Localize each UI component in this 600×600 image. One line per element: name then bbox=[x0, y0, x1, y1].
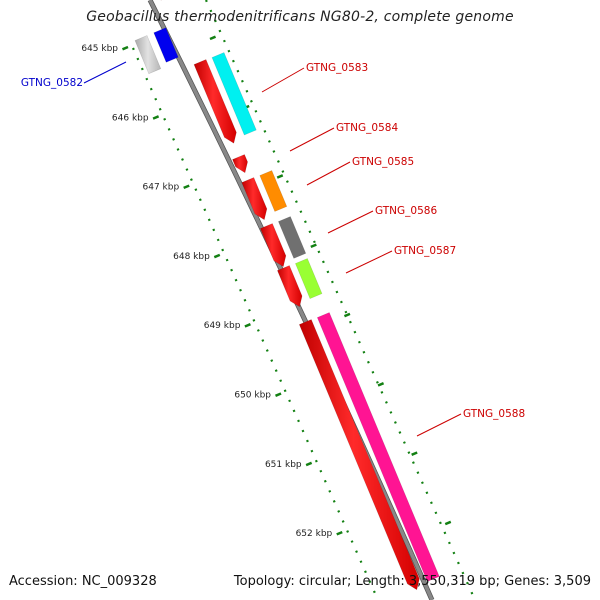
major-tick bbox=[152, 115, 160, 120]
gene-label: GTNG_0587 bbox=[394, 245, 456, 257]
cog-GTNG_0583 bbox=[211, 52, 257, 136]
tick-label: 646 kbp bbox=[112, 113, 149, 123]
cog-GTNG_0588 bbox=[316, 312, 440, 582]
gene-label: GTNG_0585 bbox=[352, 156, 414, 168]
tick-label: 652 kbp bbox=[296, 529, 333, 539]
tick-label: 648 kbp bbox=[173, 252, 210, 262]
map-title: Geobacillus thermodenitrificans NG80-2, … bbox=[86, 9, 514, 25]
cds-GTNG_0588 bbox=[298, 319, 420, 591]
gene-label: GTNG_0583 bbox=[306, 62, 368, 74]
major-tick bbox=[244, 323, 251, 328]
cds-GTNG_0586 bbox=[260, 223, 287, 268]
cog-GTNG_0582 bbox=[153, 27, 179, 63]
major-tick bbox=[305, 461, 313, 467]
cds-GTNG_0585 bbox=[241, 177, 268, 221]
tick-label: 651 kbp bbox=[265, 460, 302, 470]
tick-label: 649 kbp bbox=[204, 321, 241, 331]
cds-GTNG_0582 bbox=[134, 35, 162, 75]
label-leader-line bbox=[416, 413, 462, 437]
cog-GTNG_0587 bbox=[295, 258, 323, 299]
outer-major-tick bbox=[343, 312, 351, 318]
outer-major-tick bbox=[276, 174, 284, 179]
cds-GTNG_0583 bbox=[193, 59, 237, 144]
label-leader-line bbox=[261, 67, 305, 93]
inner-tick-ring bbox=[131, 47, 380, 600]
major-tick bbox=[213, 253, 221, 259]
major-tick bbox=[336, 530, 343, 536]
outer-major-tick bbox=[377, 382, 385, 387]
major-tick bbox=[275, 392, 282, 397]
genome-summary-text: Topology: circular; Length: 3,550,319 bp… bbox=[233, 574, 591, 589]
tick-label: 647 kbp bbox=[143, 183, 180, 193]
cds-GTNG_0587 bbox=[277, 265, 303, 308]
label-leader-line bbox=[327, 210, 374, 234]
gene-label: GTNG_0584 bbox=[336, 122, 398, 134]
major-tick bbox=[121, 45, 129, 51]
label-leader-line bbox=[83, 61, 127, 84]
outer-major-tick bbox=[310, 243, 317, 249]
cog-GTNG_0585 bbox=[259, 170, 288, 212]
major-tick bbox=[183, 184, 190, 190]
label-leader-line bbox=[306, 161, 351, 186]
outer-major-tick bbox=[411, 451, 418, 456]
gene-label: GTNG_0582 bbox=[21, 77, 83, 89]
label-leader-line bbox=[289, 127, 335, 152]
gene-label: GTNG_0586 bbox=[375, 205, 437, 217]
cog-GTNG_0586 bbox=[278, 216, 307, 259]
outer-tick-ring bbox=[204, 0, 477, 600]
label-leader-line bbox=[345, 250, 393, 274]
gene-label: GTNG_0588 bbox=[463, 408, 525, 420]
tick-label: 650 kbp bbox=[234, 391, 271, 401]
outer-major-tick bbox=[209, 35, 217, 41]
tick-label: 645 kbp bbox=[81, 44, 118, 54]
accession-text: Accession: NC_009328 bbox=[9, 574, 157, 589]
outer-major-tick bbox=[444, 520, 452, 526]
cds-GTNG_0584 bbox=[232, 154, 248, 174]
